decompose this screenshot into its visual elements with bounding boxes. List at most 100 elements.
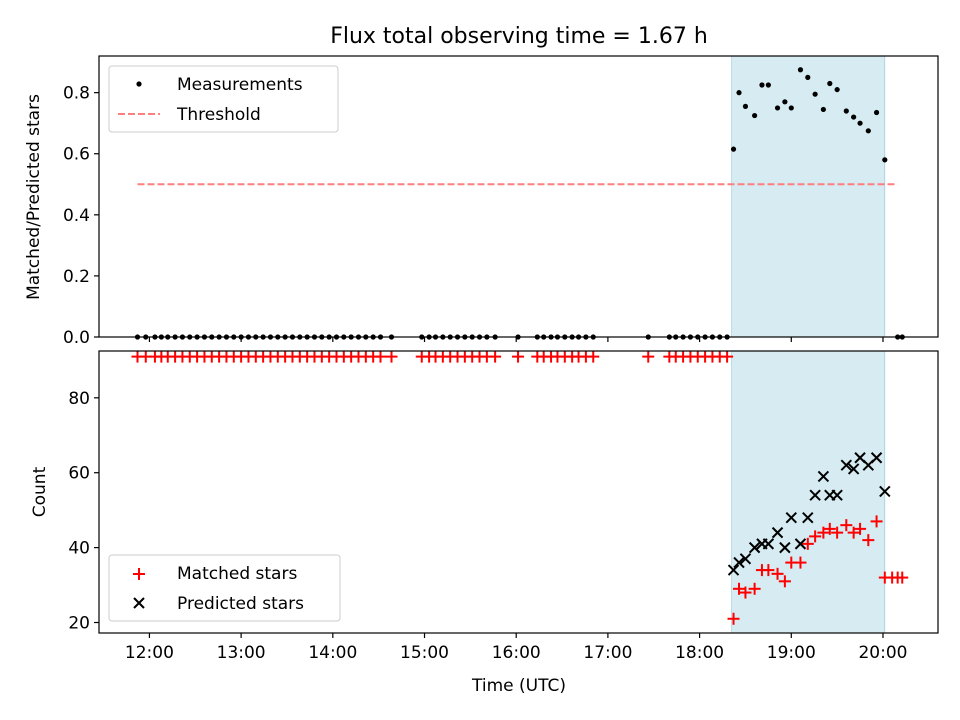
y-tick-label: 60 [68,464,90,484]
measurement-point [882,157,888,163]
x-axis-label: Time (UTC) [471,676,566,696]
matched-stars-point [801,537,814,550]
ratio-legend: Measurements Threshold [108,65,339,133]
matched-stars-point [831,526,844,539]
highlight-span [731,55,886,338]
y-tick-label: 0.4 [63,206,90,226]
matched-stars-point [847,526,860,539]
matched-stars-point [794,556,807,569]
x-tick-label: 17:00 [583,643,632,663]
figure-title: Flux total observing time = 1.67 h [330,24,708,49]
x-tick-label: 18:00 [675,643,724,663]
matched-stars-point [817,526,830,539]
legend-matched-marker [133,568,145,580]
predicted-stars-point [840,459,853,471]
x-tick-label: 13:00 [217,643,266,663]
count-plot-frame [98,350,939,634]
count-legend: Matched stars Predicted stars [108,554,341,622]
measurement-point [827,80,833,87]
measurement-point [752,112,758,119]
matched-stars-point [748,582,761,595]
predicted-stars-point [727,564,740,576]
y-tick-label: 0.6 [63,145,90,165]
predicted-stars-point [748,541,761,554]
predicted-stars-point [817,470,830,483]
ratio-panel: 0.00.20.40.60.8 Matched/Predicted stars … [24,55,939,348]
predicted-stars-point [879,485,891,498]
legend-predicted-label: Predicted stars [177,594,304,614]
legend-measurements-marker [136,81,142,87]
y-tick-label: 40 [68,539,90,559]
predicted-stars-point [762,538,775,550]
legend-box [108,554,341,622]
ratio-axes: 0.0 0.2 0.4 0.6 0.8 [63,84,884,348]
measurement-point [736,90,742,96]
y-tick-label: 0.2 [63,267,90,287]
predicted-stars-point [802,511,814,524]
measurement-point [742,103,749,109]
matched-stars-point [809,530,822,543]
matched-stars-point [587,350,600,363]
predicted-stars-point [733,556,745,569]
measurement-point [782,99,788,105]
measurement-point [873,109,880,116]
measurement-point [857,120,863,126]
matched-stars-point [739,586,752,599]
measurement-point [797,67,804,73]
measurement-point [812,91,818,97]
matched-stars-point [771,567,784,580]
matched-stars-point [489,350,502,363]
predicted-stars-point [794,538,807,550]
y-tick-label: 0.0 [63,328,90,348]
legend-threshold-label: Threshold [176,105,261,125]
predicted-stars-point [739,553,752,565]
y-tick-label: 0.8 [63,84,90,104]
x-tick-label: 15:00 [400,643,449,663]
highlight-span [731,350,886,634]
matched-stars-point [854,522,867,535]
predicted-stars-point [847,463,860,475]
measurement-point [820,106,826,113]
predicted-stars-point [785,511,797,524]
x-tick-label: 16:00 [492,643,541,663]
legend-box [108,65,339,133]
count-y-axis-label: Count [30,466,50,517]
matched-stars-point [840,519,853,532]
measurement-point [759,82,765,88]
predicted-stars-point [771,526,784,539]
x-tick-label: 12:00 [125,643,174,663]
matched-stars-point [727,612,740,625]
measurement-point [788,105,794,111]
predicted-stars-point [779,541,791,554]
matched-stars-point [823,522,836,535]
matched-stars-point [862,534,875,547]
x-tick-label: 19:00 [767,643,816,663]
predicted-stars-point [870,452,883,464]
matched-stars-point [733,582,746,595]
predicted-stars-point [831,489,843,501]
measurement-point [774,105,781,111]
ratio-plot-frame [98,55,939,338]
x-tick-label: 20:00 [858,643,907,663]
legend-matched-label: Matched stars [177,564,297,584]
matched-stars-point [385,350,398,363]
matched-stars-point [870,515,883,528]
ratio-y-axis-label: Matched/Predicted stars [24,94,44,300]
measurement-point [765,82,771,88]
matched-stars-point [896,571,909,584]
x-tick-label: 14:00 [308,643,357,663]
matched-stars-point [762,564,775,577]
measurement-point [851,114,857,120]
measurement-point [805,74,811,80]
count-axes: 20 40 60 80 12:00 13:00 14:00 15:00 16:00 17:00 18… [68,389,907,663]
measurement-point [730,146,737,152]
legend-measurements-label: Measurements [177,75,303,95]
matched-stars-point [374,350,387,363]
matched-stars-point [642,350,655,363]
measurement-point [865,128,871,134]
legend-predicted-marker [133,597,145,609]
count-marks [131,350,909,625]
y-tick-label: 20 [68,614,90,634]
measurement-point [843,108,849,114]
